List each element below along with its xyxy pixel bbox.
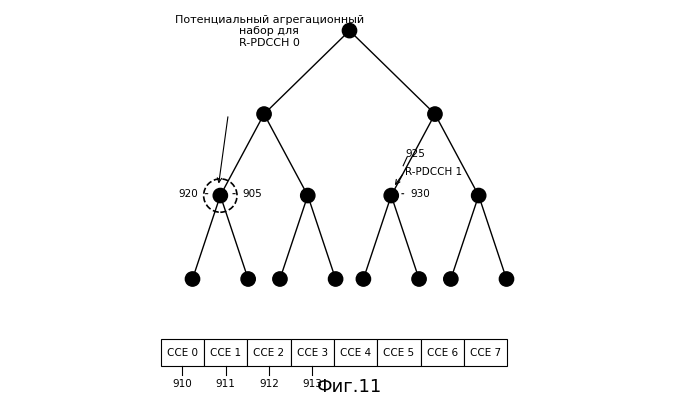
Text: 905: 905 [242,189,262,199]
Circle shape [273,272,287,286]
Bar [247,339,291,366]
Text: 910: 910 [173,379,192,389]
Text: Потенциальный агрегационный
набор для
R-PDCCH 0: Потенциальный агрегационный набор для R-… [175,15,363,48]
Circle shape [444,272,458,286]
Text: CCE 0: CCE 0 [167,348,198,358]
Circle shape [412,272,426,286]
Text: CCE 5: CCE 5 [384,348,415,358]
Circle shape [343,23,356,38]
Circle shape [241,272,255,286]
Text: 920: 920 [179,189,199,199]
Bar [291,339,334,366]
Text: CCE 7: CCE 7 [470,348,501,358]
Bar [464,339,507,366]
Bar [421,339,464,366]
Text: 930: 930 [410,189,430,199]
Text: CCE 6: CCE 6 [427,348,458,358]
Text: CCE 1: CCE 1 [210,348,241,358]
Text: 912: 912 [259,379,279,389]
Text: CCE 4: CCE 4 [340,348,371,358]
Bar [377,339,421,366]
Text: R-PDCCH 1: R-PDCCH 1 [405,167,462,177]
Circle shape [301,188,315,203]
Bar [334,339,377,366]
Bar [204,339,247,366]
Text: 913: 913 [303,379,322,389]
Text: 911: 911 [216,379,236,389]
Circle shape [384,188,398,203]
Bar [161,339,204,366]
Text: 925: 925 [405,149,425,159]
Circle shape [472,188,486,203]
Text: Фиг.11: Фиг.11 [317,378,382,396]
Circle shape [329,272,343,286]
Circle shape [213,188,227,203]
Circle shape [257,107,271,121]
Circle shape [428,107,442,121]
Text: CCE 3: CCE 3 [297,348,328,358]
Circle shape [356,272,370,286]
Text: CCE 2: CCE 2 [254,348,284,358]
Circle shape [185,272,200,286]
Circle shape [499,272,514,286]
